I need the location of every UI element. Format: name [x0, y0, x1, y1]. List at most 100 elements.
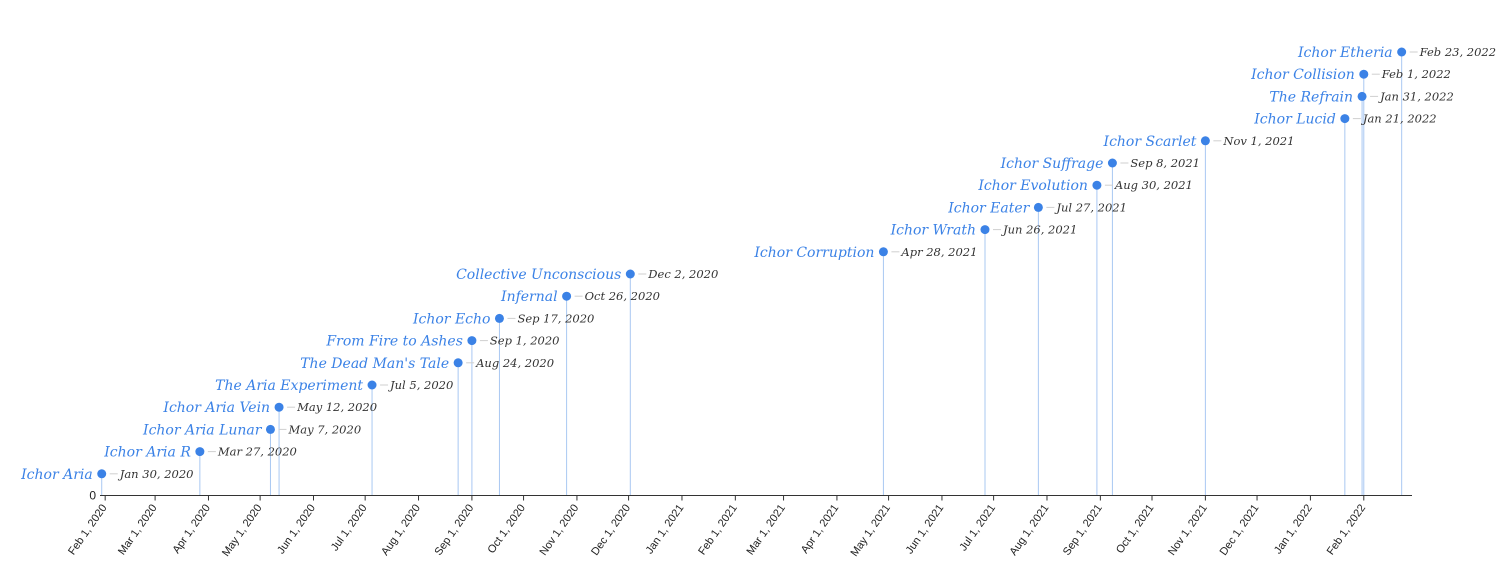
x-tick-label: Feb 1, 2021 [696, 502, 740, 557]
event-marker [274, 402, 284, 412]
event-date-label: Nov 1, 2021 [1222, 134, 1294, 148]
event-marker [1107, 158, 1117, 168]
event-date-label: Mar 27, 2020 [217, 445, 297, 459]
event-marker [494, 313, 504, 323]
event-date-label: Sep 8, 2021 [1130, 156, 1200, 170]
x-tick-label: Sep 1, 2020 [432, 502, 476, 557]
event-date-label: Oct 26, 2020 [585, 289, 660, 303]
event-marker [980, 225, 990, 235]
event-date-label: Sep 17, 2020 [517, 311, 594, 325]
event-date-label: Feb 1, 2022 [1381, 67, 1451, 81]
x-tick-label: Oct 1, 2021 [1114, 502, 1156, 555]
timeline-event: The Refrain Jan 31, 2022 [1269, 89, 1453, 105]
event-date-label: Feb 23, 2022 [1419, 45, 1496, 59]
x-tick-label: Apr 1, 2021 [799, 502, 841, 555]
event-date-label: Jan 30, 2020 [118, 467, 194, 481]
event-layer: Ichor Aria Jan 30, 2020 Ichor Aria R Mar 27… [20, 45, 1496, 483]
timeline-event: Collective Unconscious Dec 2, 2020 [456, 267, 718, 283]
timeline-event: From Fire to Ashes Sep 1, 2020 [325, 334, 559, 350]
timeline-event: Ichor Aria R Mar 27, 2020 [103, 445, 297, 461]
event-name-label: Ichor Lucid [1253, 112, 1336, 128]
x-tick-label: Jan 1, 2021 [644, 502, 687, 556]
event-name-label: Ichor Suffrage [1000, 156, 1104, 172]
event-date-label: Jan 31, 2022 [1378, 89, 1454, 103]
event-marker [1357, 91, 1367, 101]
event-marker [1397, 47, 1407, 57]
x-tick-label: Mar 1, 2020 [116, 502, 160, 557]
event-date-label: Sep 1, 2020 [490, 334, 560, 348]
x-tick-label: Nov 1, 2021 [1166, 502, 1210, 557]
stem-layer [101, 52, 1403, 496]
event-name-label: The Aria Experiment [215, 378, 363, 394]
event-date-label: May 7, 2020 [287, 422, 361, 436]
timeline-event: Ichor Suffrage Sep 8, 2021 [1000, 156, 1200, 172]
event-marker [1092, 180, 1102, 190]
event-marker [1200, 136, 1210, 146]
timeline-event: Ichor Etheria Feb 23, 2022 [1297, 45, 1496, 61]
timeline-event: Ichor Echo Sep 17, 2020 [412, 311, 594, 327]
event-marker [878, 247, 888, 257]
event-date-label: Jul 27, 2021 [1054, 200, 1127, 214]
x-tick-label: Feb 1, 2022 [1325, 502, 1369, 557]
event-date-label: Apr 28, 2021 [900, 245, 977, 259]
event-name-label: Infernal [500, 289, 558, 305]
x-axis-ticks: Feb 1, 2020 Mar 1, 2020 Apr 1, 2020 May 1, … [66, 495, 1369, 559]
timeline-event: Ichor Wrath Jun 26, 2021 [890, 223, 1078, 239]
event-name-label: Ichor Wrath [890, 223, 976, 239]
x-tick-label: Dec 1, 2020 [589, 502, 633, 557]
event-date-label: Jan 21, 2022 [1361, 112, 1437, 126]
x-tick-label: May 1, 2020 [220, 502, 265, 558]
x-tick-label: Oct 1, 2020 [486, 502, 528, 555]
event-name-label: Ichor Corruption [753, 245, 874, 261]
event-date-label: May 12, 2020 [296, 400, 377, 414]
event-marker [1359, 69, 1369, 79]
x-tick-label: Jun 1, 2020 [275, 502, 318, 556]
event-name-label: Ichor Aria Lunar [142, 422, 263, 438]
event-name-label: Collective Unconscious [456, 267, 621, 283]
event-name-label: Ichor Evolution [977, 178, 1088, 194]
timeline-event: Ichor Aria Vein May 12, 2020 [162, 400, 377, 416]
event-date-label: Jul 5, 2020 [388, 378, 453, 392]
x-tick-label: Feb 1, 2020 [66, 502, 110, 557]
x-tick-label: Aug 1, 2020 [379, 502, 423, 557]
x-tick-label: May 1, 2021 [848, 502, 893, 558]
timeline-event: Ichor Evolution Aug 30, 2021 [977, 178, 1193, 194]
event-marker [97, 469, 107, 479]
x-tick-label: Dec 1, 2021 [1218, 502, 1262, 557]
x-tick-label: Aug 1, 2021 [1008, 502, 1052, 557]
event-marker [625, 269, 635, 279]
x-tick-label: Sep 1, 2021 [1061, 502, 1105, 557]
event-date-label: Jun 26, 2021 [1001, 223, 1077, 237]
timeline-event: The Dead Man's Tale Aug 24, 2020 [300, 356, 554, 372]
timeline-event: Infernal Oct 26, 2020 [500, 289, 660, 305]
x-tick-label: Jan 1, 2022 [1272, 502, 1315, 556]
event-marker [562, 291, 572, 301]
event-name-label: Ichor Scarlet [1103, 134, 1197, 150]
event-date-label: Dec 2, 2020 [647, 267, 718, 281]
event-marker [265, 424, 275, 434]
x-tick-label: Jul 1, 2021 [957, 502, 998, 553]
event-name-label: Ichor Aria [20, 467, 93, 483]
y-axis-tick-label: 0 [89, 489, 96, 503]
timeline-event: The Aria Experiment Jul 5, 2020 [215, 378, 453, 394]
x-tick-label: Mar 1, 2021 [745, 502, 789, 557]
event-name-label: Ichor Etheria [1297, 45, 1393, 61]
x-tick-label: Apr 1, 2020 [170, 502, 212, 555]
timeline-event: Ichor Eater Jul 27, 2021 [947, 200, 1127, 216]
event-marker [453, 358, 463, 368]
event-name-label: The Dead Man's Tale [300, 356, 449, 372]
event-marker [367, 380, 377, 390]
event-marker [195, 447, 205, 457]
timeline-event: Ichor Aria Lunar May 7, 2020 [142, 422, 361, 438]
event-name-label: Ichor Echo [412, 311, 490, 327]
x-tick-label: Jun 1, 2021 [904, 502, 947, 556]
event-name-label: From Fire to Ashes [325, 334, 462, 350]
event-marker [1340, 114, 1350, 124]
event-name-label: Ichor Aria R [103, 445, 191, 461]
event-name-label: Ichor Collision [1250, 67, 1355, 83]
event-name-label: The Refrain [1269, 89, 1353, 105]
event-date-label: Aug 30, 2021 [1114, 178, 1193, 192]
event-marker [467, 336, 477, 346]
x-axis: 0 [89, 489, 1412, 503]
